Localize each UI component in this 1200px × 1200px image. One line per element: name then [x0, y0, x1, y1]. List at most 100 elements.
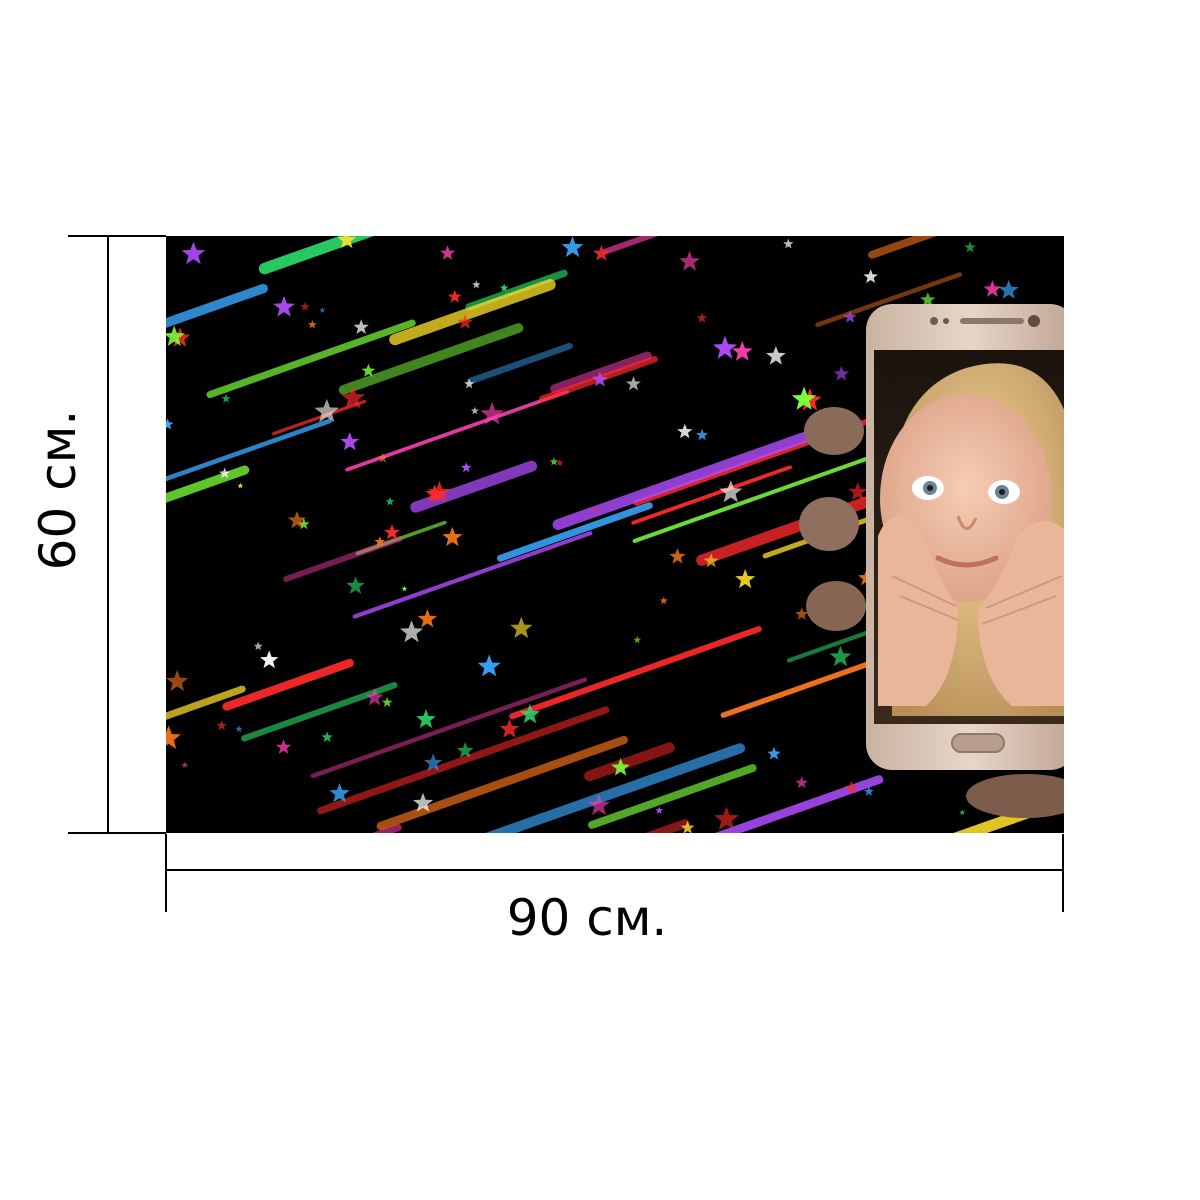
light-streak — [467, 342, 573, 385]
light-streak — [633, 403, 914, 506]
sparkle-star — [424, 753, 443, 771]
sparkle-star — [166, 418, 174, 430]
light-streak — [465, 269, 568, 311]
sparkle-star — [442, 526, 463, 547]
sparkle-star — [633, 636, 642, 644]
sparkle-star — [237, 482, 244, 489]
sparkle-star — [510, 616, 533, 638]
light-streak — [355, 520, 447, 556]
light-streak — [485, 743, 746, 833]
sparkle-star — [298, 518, 310, 530]
sparkle-star — [273, 295, 295, 317]
sparkle-star — [259, 650, 279, 669]
sparkle-star — [735, 569, 756, 589]
sparkle-star — [275, 739, 292, 754]
sparkle-star — [731, 341, 753, 361]
light-streak — [868, 236, 937, 259]
sparkle-star — [591, 371, 608, 387]
sparkle-star — [983, 280, 1002, 297]
sparkle-star — [791, 386, 817, 410]
height-dimension-bottom-tick — [68, 832, 166, 834]
light-streak — [509, 626, 762, 720]
light-streak — [166, 465, 250, 503]
light-streak — [206, 319, 416, 399]
sparkle-star — [677, 423, 693, 439]
sparkle-star — [680, 820, 695, 833]
sparkle-star — [377, 452, 389, 463]
height-dimension-label: 60 см. — [29, 409, 87, 571]
sparkle-star — [659, 596, 668, 605]
sparkle-star — [669, 548, 686, 564]
sparkle-star — [181, 241, 206, 265]
width-dimension-line — [166, 869, 1064, 871]
phone — [866, 304, 1064, 770]
light-streak — [496, 502, 653, 562]
sparkle-star — [587, 793, 611, 816]
sparkle-star — [400, 620, 424, 643]
sparkle-star — [329, 783, 350, 803]
light-streak — [720, 654, 891, 718]
sparkle-star — [374, 536, 386, 547]
light-streak — [588, 764, 757, 829]
sparkle-star — [384, 524, 400, 540]
sparkle-star — [719, 480, 743, 503]
light-streak — [953, 793, 1064, 833]
sparkle-star — [314, 398, 340, 423]
light-streak — [552, 429, 816, 531]
sparkle-star — [795, 776, 808, 789]
sparkle-star — [440, 245, 456, 260]
light-streak — [632, 442, 910, 543]
sparkle-star — [549, 457, 559, 466]
sparkle-star — [365, 688, 384, 706]
sparkle-star — [346, 576, 365, 594]
sparkle-star — [381, 696, 393, 707]
sparkle-star — [166, 669, 189, 692]
sparkle-star — [470, 406, 479, 415]
sparkle-star — [448, 289, 462, 303]
sparkle-star — [863, 269, 878, 283]
light-streak — [317, 706, 610, 815]
sparkle-star — [959, 809, 966, 815]
sparkle-star — [337, 236, 357, 249]
light-streak — [272, 399, 367, 436]
sparkle-star — [833, 365, 850, 381]
sparkle-star — [679, 250, 700, 271]
sparkle-star — [361, 363, 376, 377]
sparkle-star — [319, 307, 326, 313]
light-streak — [241, 682, 398, 742]
light-streak — [338, 323, 524, 395]
height-dimension-line — [107, 236, 109, 834]
light-streak — [283, 535, 403, 582]
sparkle-star — [221, 393, 231, 403]
sparkle-star — [457, 314, 473, 329]
sparkle-star — [561, 236, 584, 258]
sparkle-star — [166, 325, 185, 346]
sparkle-star — [499, 718, 520, 738]
sparkle-star — [655, 806, 664, 814]
light-streak — [166, 418, 332, 482]
sparkle-star — [341, 385, 365, 409]
sparkle-star — [307, 320, 317, 329]
sparkle-star — [216, 720, 227, 730]
sparkle-star — [401, 585, 408, 592]
sparkle-star — [413, 792, 434, 812]
sparkle-star — [829, 645, 852, 667]
sparkle-star — [848, 482, 868, 501]
light-streak — [166, 685, 246, 720]
light-streak — [584, 742, 675, 782]
sparkle-star — [353, 319, 369, 334]
sparkle-star — [591, 506, 598, 513]
light-streak — [166, 283, 268, 328]
sparkle-star — [714, 806, 739, 830]
poster-artwork — [166, 236, 1064, 833]
light-streak — [631, 465, 792, 525]
sparkle-star — [703, 553, 719, 568]
sparkle-star — [461, 462, 472, 473]
light-streak — [376, 735, 628, 831]
sparkle-star — [480, 401, 504, 425]
light-streak — [258, 236, 374, 275]
sparkle-star — [181, 761, 189, 768]
child-photo — [878, 363, 1064, 716]
width-dimension-right-tick — [1062, 834, 1064, 912]
width-dimension-label: 90 см. — [506, 889, 668, 947]
